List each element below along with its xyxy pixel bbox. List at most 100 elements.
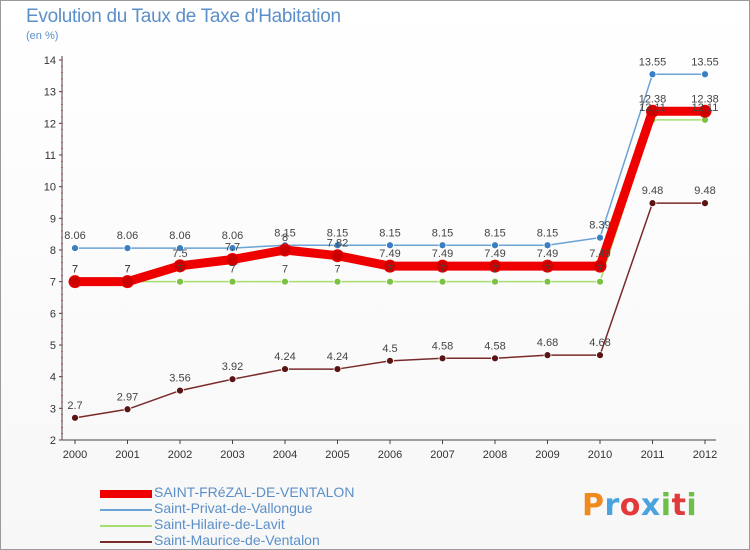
data-label-0: 7.82	[327, 238, 348, 250]
y-tick-label: 11	[45, 150, 56, 162]
chart-subtitle: (en %)	[26, 30, 59, 42]
data-label-3: 4.24	[274, 351, 295, 363]
series-point-0	[68, 275, 82, 289]
series-point-1	[596, 233, 604, 242]
series-point-0	[436, 259, 449, 273]
data-label-3: 4.68	[589, 337, 610, 349]
series-point-3	[123, 405, 132, 414]
data-label-3: 3.92	[222, 361, 243, 373]
y-tick-label: 8	[50, 245, 56, 257]
logo-letter: i	[660, 488, 672, 523]
data-label-2: 7	[439, 264, 445, 276]
data-label-2: 12.11	[639, 102, 666, 114]
series-point-3	[333, 365, 342, 373]
series-point-3	[491, 354, 499, 363]
series-point-0	[226, 253, 239, 266]
data-label-1: 8.06	[169, 230, 190, 242]
data-label-0: 7.7	[225, 242, 240, 254]
logo-letter: i	[686, 488, 698, 523]
data-label-0: 8	[282, 232, 288, 244]
legend-swatch-1	[100, 509, 152, 511]
y-tick-label: 5	[50, 340, 56, 352]
y-tick-label: 6	[50, 308, 56, 320]
series-point-3	[176, 386, 184, 395]
data-label-2: 7	[544, 264, 550, 276]
series-point-0	[541, 259, 554, 273]
y-tick-label: 3	[50, 403, 56, 415]
x-tick-label: 2011	[641, 449, 665, 461]
series-point-1	[701, 70, 709, 79]
logo-letter: r	[604, 488, 620, 523]
logo-letter: o	[619, 488, 641, 523]
chart-title: Evolution du Taux de Taxe d'Habitation	[26, 6, 341, 27]
series-point-0	[121, 275, 134, 289]
x-tick-label: 2005	[325, 449, 349, 461]
series-point-0	[488, 259, 502, 273]
data-label-3: 9.48	[642, 185, 663, 197]
data-label-3: 4.24	[327, 351, 348, 363]
series-point-2	[491, 277, 499, 286]
series-point-3	[281, 365, 289, 373]
data-label-0: 12.38	[639, 93, 667, 105]
data-label-1: 8.15	[484, 227, 505, 239]
data-label-1: 13.55	[639, 56, 667, 68]
series-point-1	[333, 241, 342, 250]
x-tick-label: 2012	[693, 449, 717, 461]
series-point-1	[71, 244, 79, 253]
legend-label-2: Saint-Hilaire-de-Lavit	[154, 516, 285, 532]
series-point-3	[701, 199, 709, 208]
data-label-0: 7.49	[379, 248, 400, 260]
series-point-1	[386, 241, 394, 250]
data-label-2: 7	[124, 264, 130, 276]
data-label-1: 8.06	[117, 230, 138, 242]
series-point-1	[491, 241, 499, 250]
x-tick-label: 2002	[168, 449, 192, 461]
series-point-0	[383, 259, 397, 273]
data-label-3: 4.68	[537, 337, 558, 349]
series-point-1	[123, 244, 132, 253]
x-tick-label: 2000	[63, 449, 87, 461]
data-label-0: 7	[124, 264, 130, 276]
data-label-2: 7	[492, 264, 498, 276]
data-label-0: 7.5	[172, 248, 187, 260]
series-point-2	[596, 277, 604, 286]
series-point-1	[438, 241, 447, 250]
legend-label-0: SAINT-FRéZAL-DE-VENTALON	[154, 484, 355, 500]
series-point-2	[333, 277, 342, 286]
x-tick-label: 2009	[535, 449, 559, 461]
data-label-0: 7	[72, 264, 78, 276]
y-tick-label: 2	[50, 435, 56, 447]
data-label-1: 13.55	[691, 56, 719, 68]
series-point-1	[228, 244, 237, 253]
series-point-2	[438, 277, 447, 286]
series-point-2	[543, 277, 552, 286]
series-point-0	[698, 104, 712, 118]
series-point-1	[176, 244, 184, 253]
data-label-3: 3.56	[169, 373, 190, 385]
series-point-2	[228, 277, 237, 286]
series-point-3	[596, 351, 604, 360]
data-label-2: 7	[229, 264, 235, 276]
logo-letter: t	[671, 488, 687, 523]
data-label-0: 7.49	[589, 248, 610, 260]
logo-letter: P	[582, 488, 605, 523]
series-point-0	[646, 104, 659, 118]
legend-swatch-3	[100, 541, 152, 543]
x-tick-label: 2010	[588, 449, 612, 461]
y-tick-label: 12	[44, 118, 56, 130]
data-label-1: 8.39	[589, 220, 610, 232]
data-label-2: 7	[597, 264, 603, 276]
series-point-1	[543, 241, 552, 250]
data-label-3: 4.58	[432, 340, 453, 352]
y-tick-label: 14	[44, 55, 56, 67]
data-label-1: 8.06	[222, 230, 243, 242]
series-point-3	[438, 354, 447, 363]
legend-label-1: Saint-Privat-de-Vallongue	[154, 500, 313, 516]
data-label-2: 7	[334, 264, 340, 276]
data-label-1: 8.15	[274, 227, 295, 239]
x-tick-label: 2001	[115, 449, 139, 461]
data-label-3: 2.97	[117, 391, 138, 403]
y-tick-label: 13	[44, 87, 56, 99]
data-label-0: 7.49	[484, 248, 505, 260]
